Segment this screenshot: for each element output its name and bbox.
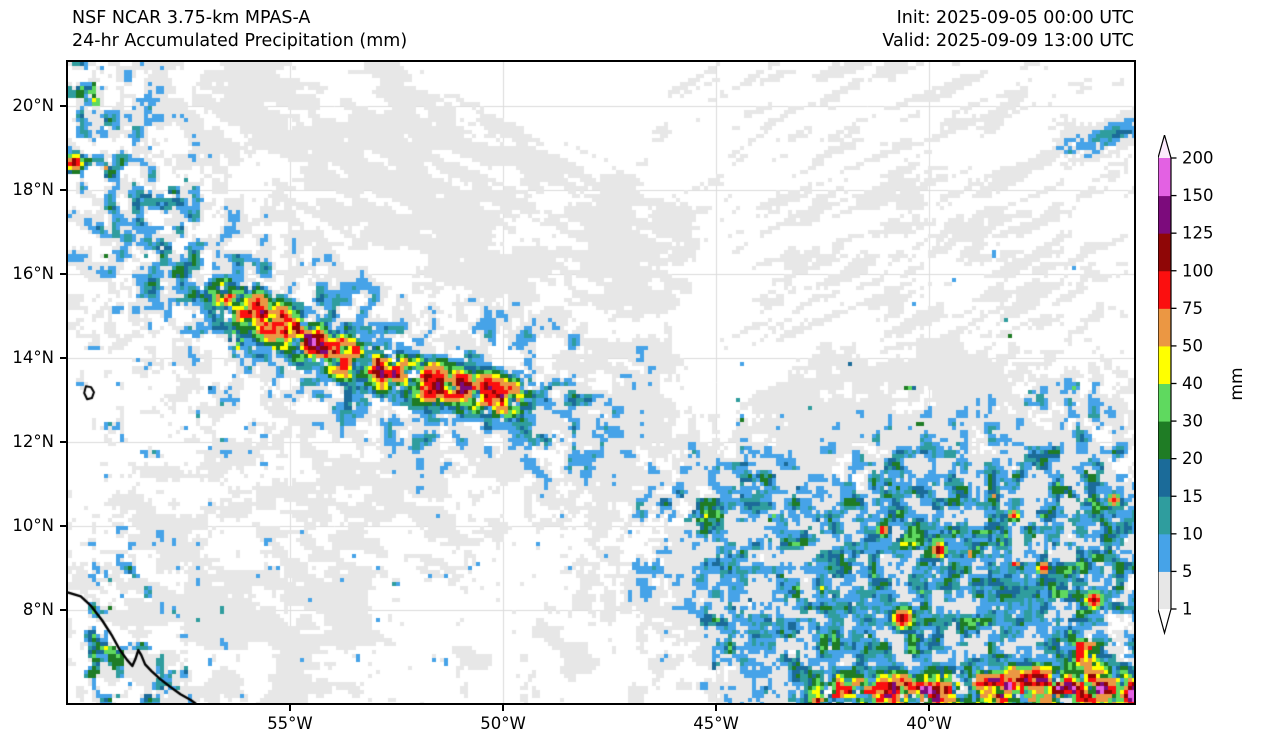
y-tick-mark bbox=[60, 441, 66, 443]
y-tick-label: 12°N bbox=[12, 432, 54, 452]
y-tick-mark bbox=[60, 273, 66, 275]
model-title: NSF NCAR 3.75-km MPAS-A bbox=[72, 8, 311, 28]
colorbar-tick-label: 100 bbox=[1182, 261, 1214, 280]
y-tick-mark bbox=[60, 609, 66, 611]
colorbar-segment bbox=[1158, 571, 1171, 610]
title-block: NSF NCAR 3.75-km MPAS-A 24-hr Accumulate… bbox=[72, 7, 407, 53]
colorbar-segment bbox=[1158, 345, 1171, 384]
product-title: 24-hr Accumulated Precipitation (mm) bbox=[72, 31, 408, 51]
precipitation-map-canvas bbox=[68, 62, 1134, 703]
x-tick-label: 45°W bbox=[693, 714, 739, 733]
latitude-axis: 20°N 18°N 16°N 14°N 12°N 10°N 8°N bbox=[0, 62, 68, 703]
colorbar-segments bbox=[1158, 135, 1171, 633]
colorbar-segment bbox=[1158, 496, 1171, 535]
y-tick-label: 14°N bbox=[12, 348, 54, 368]
colorbar-tick-label: 200 bbox=[1182, 149, 1214, 168]
colorbar-tick-label: 10 bbox=[1182, 524, 1203, 543]
colorbar-segment bbox=[1158, 233, 1171, 272]
x-tick-label: 40°W bbox=[906, 714, 952, 733]
colorbar-tick-label: 30 bbox=[1182, 412, 1203, 431]
x-tick-mark bbox=[928, 705, 930, 711]
colorbar-tick-label: 50 bbox=[1182, 336, 1203, 355]
colorbar-segment bbox=[1158, 158, 1171, 197]
colorbar-under-arrow bbox=[1158, 609, 1171, 633]
y-tick-mark bbox=[60, 189, 66, 191]
colorbar-segment bbox=[1158, 533, 1171, 572]
y-tick-label: 8°N bbox=[22, 600, 54, 620]
time-block: Init: 2025-09-05 00:00 UTC Valid: 2025-0… bbox=[882, 7, 1134, 53]
valid-time: Valid: 2025-09-09 13:00 UTC bbox=[882, 31, 1134, 51]
y-tick-label: 16°N bbox=[12, 264, 54, 284]
colorbar-tick-label: 75 bbox=[1182, 299, 1203, 318]
y-tick-mark bbox=[60, 105, 66, 107]
colorbar-tick-label: 15 bbox=[1182, 487, 1203, 506]
colorbar-tick-label: 125 bbox=[1182, 224, 1214, 243]
colorbar-tick-label: 150 bbox=[1182, 186, 1214, 205]
x-tick-label: 50°W bbox=[480, 714, 526, 733]
y-tick-label: 18°N bbox=[12, 180, 54, 200]
colorbar-unit-label: mm bbox=[1227, 367, 1247, 401]
init-time: Init: 2025-09-05 00:00 UTC bbox=[896, 8, 1134, 28]
colorbar-segment bbox=[1158, 308, 1171, 347]
y-tick-mark bbox=[60, 525, 66, 527]
longitude-axis: 55°W 50°W 45°W 40°W bbox=[68, 705, 1134, 743]
colorbar-tick-label: 1 bbox=[1182, 600, 1193, 619]
x-tick-mark bbox=[289, 705, 291, 711]
x-tick-label: 55°W bbox=[267, 714, 313, 733]
colorbar-segment bbox=[1158, 195, 1171, 234]
colorbar-segment bbox=[1158, 383, 1171, 422]
colorbar-tick-label: 20 bbox=[1182, 449, 1203, 468]
y-tick-label: 10°N bbox=[12, 516, 54, 536]
colorbar-segment bbox=[1158, 458, 1171, 497]
x-tick-mark bbox=[715, 705, 717, 711]
y-tick-mark bbox=[60, 357, 66, 359]
colorbar-over-arrow bbox=[1158, 135, 1171, 158]
colorbar-segment bbox=[1158, 270, 1171, 309]
map-frame bbox=[66, 60, 1136, 705]
y-tick-label: 20°N bbox=[12, 96, 54, 116]
colorbar-tick-label: 40 bbox=[1182, 374, 1203, 393]
x-tick-mark bbox=[502, 705, 504, 711]
colorbar-segment bbox=[1158, 421, 1171, 460]
colorbar-tick-label: 5 bbox=[1182, 562, 1193, 581]
colorbar-outline bbox=[1158, 135, 1172, 636]
